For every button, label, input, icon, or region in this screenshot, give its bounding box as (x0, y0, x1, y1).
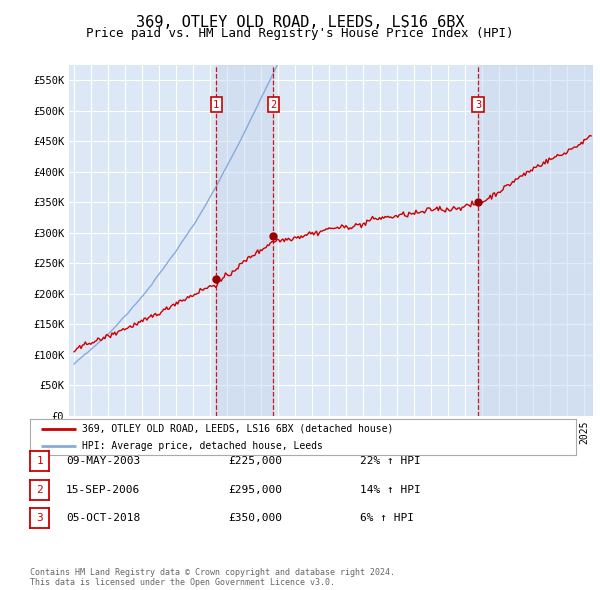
Bar (216, 65, 273, 416)
Text: 2: 2 (36, 485, 43, 494)
Text: £350,000: £350,000 (228, 513, 282, 523)
Text: 14% ↑ HPI: 14% ↑ HPI (360, 485, 421, 494)
Text: 3: 3 (36, 513, 43, 523)
Text: HPI: Average price, detached house, Leeds: HPI: Average price, detached house, Leed… (82, 441, 323, 451)
Text: £225,000: £225,000 (228, 457, 282, 466)
Text: 2: 2 (270, 100, 277, 110)
Text: 369, OTLEY OLD ROAD, LEEDS, LS16 6BX: 369, OTLEY OLD ROAD, LEEDS, LS16 6BX (136, 15, 464, 30)
Text: Contains HM Land Registry data © Crown copyright and database right 2024.
This d: Contains HM Land Registry data © Crown c… (30, 568, 395, 587)
Text: 22% ↑ HPI: 22% ↑ HPI (360, 457, 421, 466)
Text: 15-SEP-2006: 15-SEP-2006 (66, 485, 140, 494)
Text: 6% ↑ HPI: 6% ↑ HPI (360, 513, 414, 523)
Text: 3: 3 (475, 100, 481, 110)
Text: 1: 1 (213, 100, 220, 110)
Text: £295,000: £295,000 (228, 485, 282, 494)
Text: 369, OTLEY OLD ROAD, LEEDS, LS16 6BX (detached house): 369, OTLEY OLD ROAD, LEEDS, LS16 6BX (de… (82, 424, 393, 434)
Bar (478, 65, 593, 416)
Text: Price paid vs. HM Land Registry's House Price Index (HPI): Price paid vs. HM Land Registry's House … (86, 27, 514, 40)
Text: 05-OCT-2018: 05-OCT-2018 (66, 513, 140, 523)
Text: 1: 1 (36, 457, 43, 466)
Text: 09-MAY-2003: 09-MAY-2003 (66, 457, 140, 466)
